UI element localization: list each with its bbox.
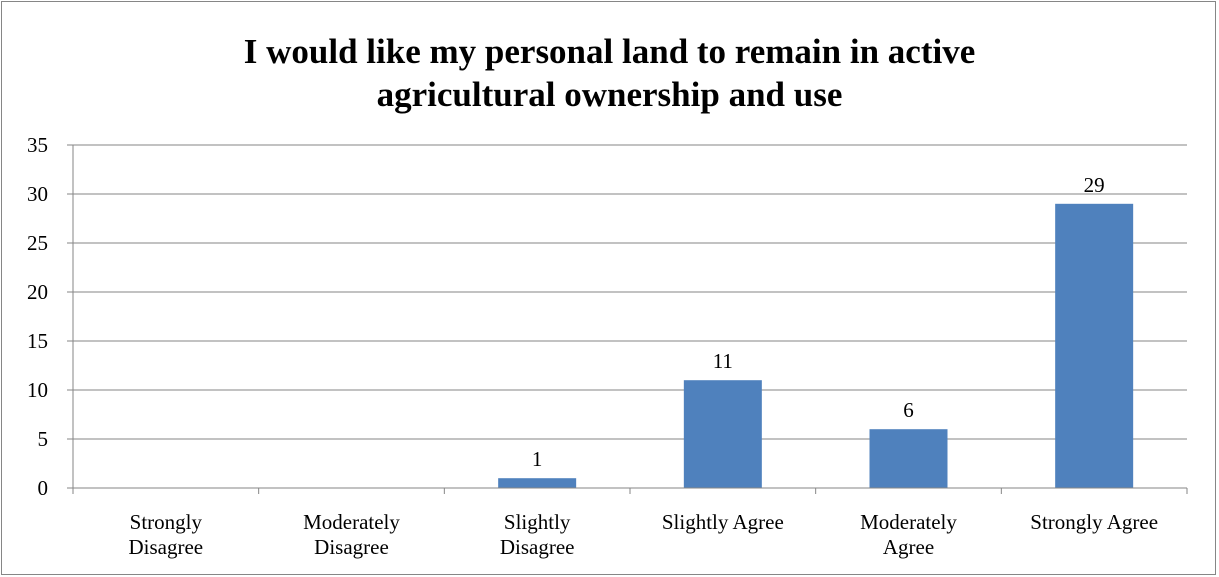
x-tick-label: Disagree <box>314 535 389 559</box>
x-tick-label: Moderately <box>860 510 957 534</box>
bar <box>1055 203 1134 489</box>
x-tick-label: Slightly <box>504 510 571 534</box>
y-tick-labels: 0 5 10 15 20 25 30 35 <box>27 133 48 500</box>
data-label: 6 <box>903 398 914 422</box>
x-tick-label: Agree <box>883 535 934 559</box>
bar <box>869 429 948 488</box>
y-tick-label: 30 <box>27 182 48 206</box>
y-tick-label: 10 <box>27 378 48 402</box>
axes <box>67 144 1188 494</box>
x-tick-label: Slightly Agree <box>662 510 784 534</box>
y-tick-label: 35 <box>27 133 48 157</box>
bar <box>683 380 762 488</box>
y-tick-label: 5 <box>38 427 49 451</box>
x-tick-label: Moderately <box>303 510 400 534</box>
y-tick-label: 15 <box>27 329 48 353</box>
bar <box>498 478 577 488</box>
x-tick-labels: StronglyDisagreeModeratelyDisagreeSlight… <box>129 510 1159 559</box>
chart-title: I would like my personal land to remain … <box>243 32 976 114</box>
x-tick-label: Strongly Agree <box>1030 510 1158 534</box>
y-tick-label: 0 <box>38 476 49 500</box>
x-tick-label: Disagree <box>129 535 204 559</box>
x-tick-label: Strongly <box>130 510 203 534</box>
y-tick-label: 20 <box>27 280 48 304</box>
x-tick-label: Disagree <box>500 535 575 559</box>
y-tick-label: 25 <box>27 231 48 255</box>
bars <box>498 203 1134 489</box>
data-label: 29 <box>1084 173 1105 197</box>
gridlines <box>73 144 1187 440</box>
data-label: 11 <box>713 349 733 373</box>
data-label: 1 <box>532 447 543 471</box>
